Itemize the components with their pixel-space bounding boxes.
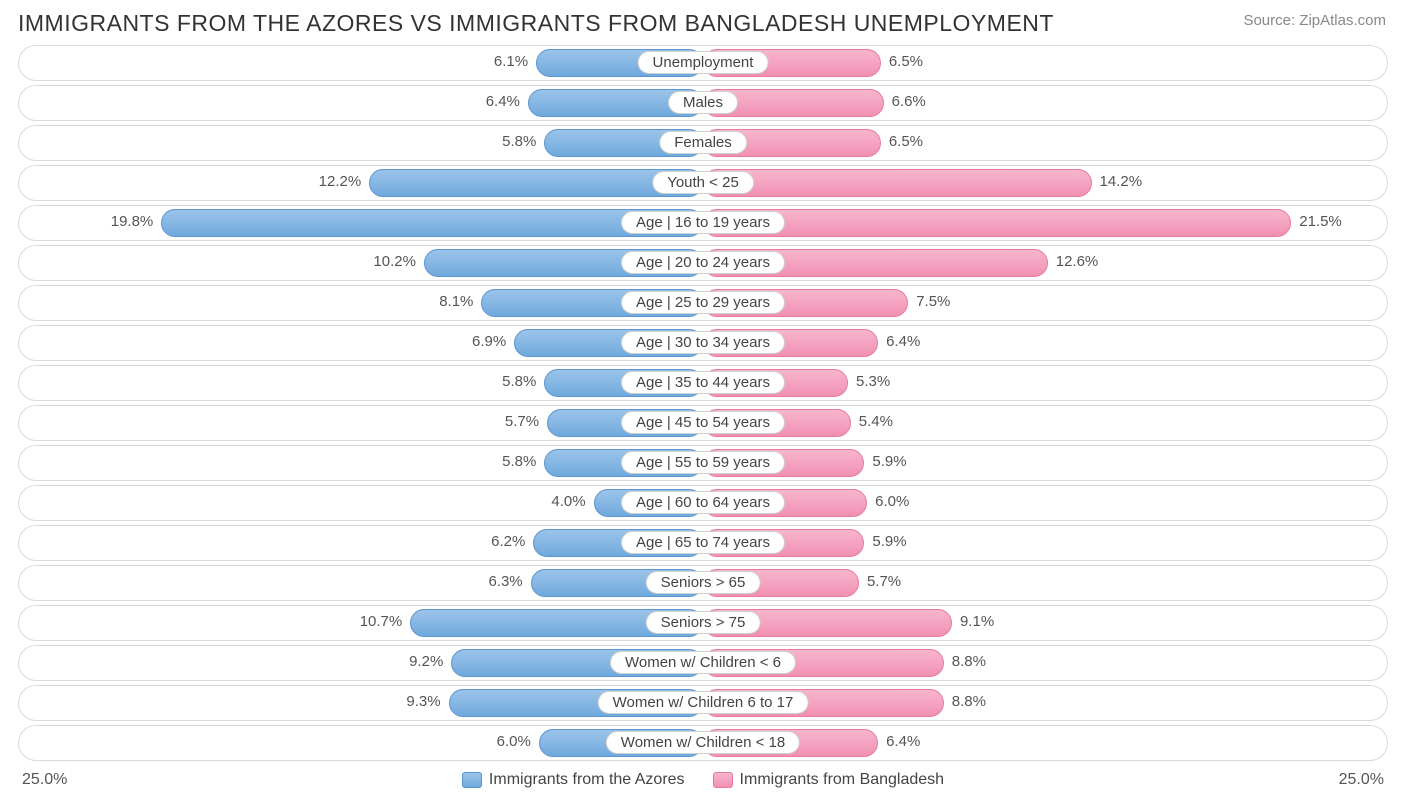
category-label: Women w/ Children 6 to 17: [598, 691, 809, 714]
value-left: 5.7%: [505, 413, 539, 430]
value-right: 14.2%: [1100, 173, 1143, 190]
category-label: Seniors > 65: [646, 571, 761, 594]
chart-row: Males 6.4% 6.6%: [18, 85, 1388, 121]
value-left: 6.2%: [491, 533, 525, 550]
value-left: 5.8%: [502, 453, 536, 470]
value-right: 6.4%: [886, 333, 920, 350]
category-label: Age | 16 to 19 years: [621, 211, 785, 234]
chart-row: Age | 65 to 74 years 6.2% 5.9%: [18, 525, 1388, 561]
value-left: 4.0%: [551, 493, 585, 510]
value-right: 6.4%: [886, 733, 920, 750]
chart-row: Age | 20 to 24 years 10.2% 12.6%: [18, 245, 1388, 281]
chart-row: Women w/ Children < 18 6.0% 6.4%: [18, 725, 1388, 761]
category-label: Age | 20 to 24 years: [621, 251, 785, 274]
value-right: 9.1%: [960, 613, 994, 630]
value-right: 6.5%: [889, 53, 923, 70]
category-label: Seniors > 75: [646, 611, 761, 634]
axis-max-left: 25.0%: [22, 771, 67, 789]
category-label: Women w/ Children < 6: [610, 651, 796, 674]
value-right: 6.5%: [889, 133, 923, 150]
bar-right: [703, 209, 1291, 237]
swatch-icon: [713, 772, 733, 788]
value-right: 5.3%: [856, 373, 890, 390]
value-right: 7.5%: [916, 293, 950, 310]
footer: 25.0% Immigrants from the Azores Immigra…: [0, 765, 1406, 799]
category-label: Age | 25 to 29 years: [621, 291, 785, 314]
legend-item-azores: Immigrants from the Azores: [462, 771, 685, 789]
chart-container: IMMIGRANTS FROM THE AZORES VS IMMIGRANTS…: [0, 0, 1406, 799]
value-right: 21.5%: [1299, 213, 1342, 230]
chart-row: Age | 55 to 59 years 5.8% 5.9%: [18, 445, 1388, 481]
value-left: 12.2%: [319, 173, 362, 190]
value-right: 8.8%: [952, 653, 986, 670]
value-right: 5.7%: [867, 573, 901, 590]
value-left: 5.8%: [502, 133, 536, 150]
value-left: 9.3%: [406, 693, 440, 710]
value-left: 8.1%: [439, 293, 473, 310]
chart-row: Women w/ Children < 6 9.2% 8.8%: [18, 645, 1388, 681]
legend-label: Immigrants from Bangladesh: [740, 771, 945, 789]
diverging-bar-chart: Unemployment 6.1% 6.5% Males 6.4% 6.6% Females…: [0, 45, 1406, 761]
chart-row: Age | 30 to 34 years 6.9% 6.4%: [18, 325, 1388, 361]
value-left: 6.9%: [472, 333, 506, 350]
legend-label: Immigrants from the Azores: [489, 771, 685, 789]
value-right: 8.8%: [952, 693, 986, 710]
chart-row: Seniors > 65 6.3% 5.7%: [18, 565, 1388, 601]
chart-row: Age | 60 to 64 years 4.0% 6.0%: [18, 485, 1388, 521]
value-left: 5.8%: [502, 373, 536, 390]
chart-row: Youth < 25 12.2% 14.2%: [18, 165, 1388, 201]
category-label: Unemployment: [638, 51, 769, 74]
bar-right: [703, 169, 1092, 197]
category-label: Age | 55 to 59 years: [621, 451, 785, 474]
chart-title: IMMIGRANTS FROM THE AZORES VS IMMIGRANTS…: [18, 10, 1054, 37]
value-right: 6.0%: [875, 493, 909, 510]
category-label: Males: [668, 91, 738, 114]
value-right: 5.9%: [872, 453, 906, 470]
source-label: Source: ZipAtlas.com: [1243, 10, 1386, 29]
value-right: 5.4%: [859, 413, 893, 430]
chart-row: Women w/ Children 6 to 17 9.3% 8.8%: [18, 685, 1388, 721]
category-label: Youth < 25: [652, 171, 754, 194]
chart-row: Seniors > 75 10.7% 9.1%: [18, 605, 1388, 641]
value-right: 12.6%: [1056, 253, 1099, 270]
value-left: 19.8%: [111, 213, 154, 230]
value-left: 10.2%: [373, 253, 416, 270]
header: IMMIGRANTS FROM THE AZORES VS IMMIGRANTS…: [0, 10, 1406, 45]
category-label: Age | 30 to 34 years: [621, 331, 785, 354]
chart-row: Age | 45 to 54 years 5.7% 5.4%: [18, 405, 1388, 441]
value-left: 6.0%: [497, 733, 531, 750]
legend-item-bangladesh: Immigrants from Bangladesh: [713, 771, 945, 789]
category-label: Women w/ Children < 18: [606, 731, 800, 754]
chart-row: Age | 35 to 44 years 5.8% 5.3%: [18, 365, 1388, 401]
chart-row: Females 5.8% 6.5%: [18, 125, 1388, 161]
axis-max-right: 25.0%: [1339, 771, 1384, 789]
value-left: 10.7%: [360, 613, 403, 630]
chart-row: Age | 16 to 19 years 19.8% 21.5%: [18, 205, 1388, 241]
category-label: Age | 45 to 54 years: [621, 411, 785, 434]
chart-row: Unemployment 6.1% 6.5%: [18, 45, 1388, 81]
value-right: 5.9%: [872, 533, 906, 550]
category-label: Age | 60 to 64 years: [621, 491, 785, 514]
value-left: 6.1%: [494, 53, 528, 70]
value-left: 6.3%: [488, 573, 522, 590]
value-right: 6.6%: [892, 93, 926, 110]
category-label: Females: [659, 131, 747, 154]
value-left: 6.4%: [486, 93, 520, 110]
legend: Immigrants from the Azores Immigrants fr…: [67, 771, 1338, 789]
chart-row: Age | 25 to 29 years 8.1% 7.5%: [18, 285, 1388, 321]
value-left: 9.2%: [409, 653, 443, 670]
category-label: Age | 65 to 74 years: [621, 531, 785, 554]
swatch-icon: [462, 772, 482, 788]
category-label: Age | 35 to 44 years: [621, 371, 785, 394]
